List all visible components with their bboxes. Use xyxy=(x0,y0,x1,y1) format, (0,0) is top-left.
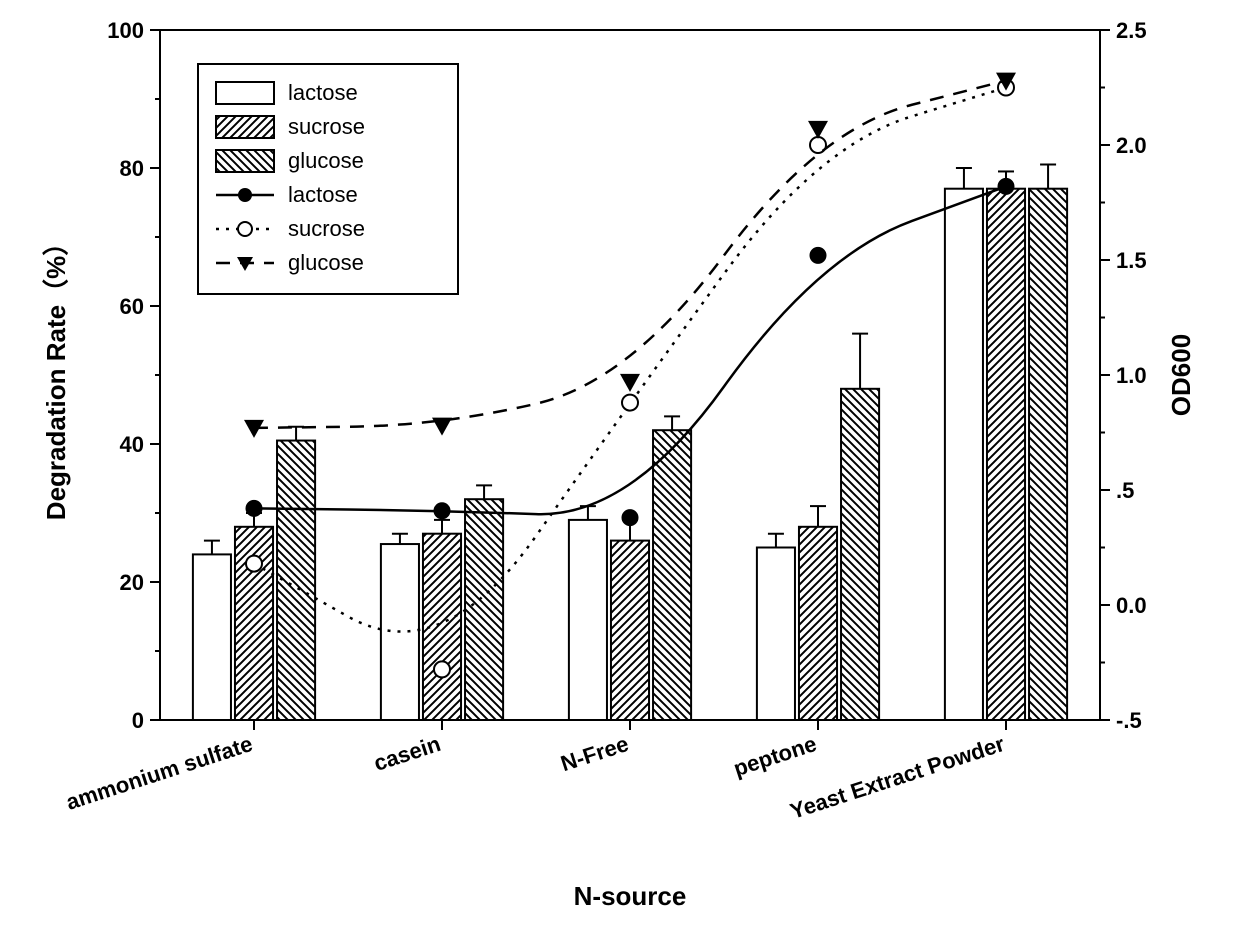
category-label: casein xyxy=(371,731,444,776)
bar-glucose xyxy=(1029,189,1067,720)
svg-text:2.0: 2.0 xyxy=(1116,133,1147,158)
legend-label: sucrose xyxy=(288,114,365,139)
y-right-ticks: -.5 0.0 .5 1.0 1.5 2.0 2.5 xyxy=(1100,18,1147,733)
marker-lactose xyxy=(810,247,826,263)
y-left-axis-title: Degradation Rate（%） xyxy=(41,230,71,520)
bar-sucrose xyxy=(987,189,1025,720)
marker-glucose xyxy=(432,418,452,436)
marker-lactose xyxy=(998,178,1014,194)
svg-text:0: 0 xyxy=(132,708,144,733)
bar-lactose xyxy=(757,548,795,721)
marker-lactose xyxy=(434,503,450,519)
x-ticks xyxy=(254,720,1006,730)
bar-sucrose xyxy=(799,527,837,720)
marker-sucrose xyxy=(434,661,450,677)
svg-text:1.5: 1.5 xyxy=(1116,248,1147,273)
category-label: ammonium sulfate xyxy=(63,731,256,815)
x-axis-title: N-source xyxy=(574,881,687,911)
bar-sucrose xyxy=(611,541,649,720)
svg-text:.5: .5 xyxy=(1116,478,1134,503)
legend-label: glucose xyxy=(288,250,364,275)
marker-glucose xyxy=(620,374,640,392)
bar-lactose xyxy=(569,520,607,720)
svg-text:40: 40 xyxy=(120,432,144,457)
degradation-od600-chart: 0 20 40 60 80 100 -.5 0.0 .5 1.0 1.5 2.0 2.5 ammoni… xyxy=(0,0,1240,948)
legend-label: sucrose xyxy=(288,216,365,241)
bar-lactose xyxy=(945,189,983,720)
svg-text:20: 20 xyxy=(120,570,144,595)
marker-lactose xyxy=(246,500,262,516)
bar-glucose xyxy=(465,499,503,720)
bar-glucose xyxy=(653,430,691,720)
bar-glucose xyxy=(841,389,879,720)
bar-lactose xyxy=(193,554,231,720)
legend: lactose sucrose glucose lactose sucrose gluco… xyxy=(198,64,458,294)
legend-label: glucose xyxy=(288,148,364,173)
svg-text:0.0: 0.0 xyxy=(1116,593,1147,618)
y-left-ticks: 0 20 40 60 80 100 xyxy=(107,18,160,733)
svg-text:-.5: -.5 xyxy=(1116,708,1142,733)
bar-glucose xyxy=(277,441,315,720)
category-label: N-Free xyxy=(558,731,632,776)
category-labels: ammonium sulfate casein N-Free peptoneYeast… xyxy=(63,731,1008,824)
marker-glucose xyxy=(808,121,828,139)
category-label: peptone xyxy=(730,731,819,781)
y-right-axis-title: OD600 xyxy=(1166,334,1196,416)
marker-lactose xyxy=(622,510,638,526)
marker-sucrose xyxy=(246,556,262,572)
svg-text:60: 60 xyxy=(120,294,144,319)
legend-label: lactose xyxy=(288,182,358,207)
svg-text:100: 100 xyxy=(107,18,144,43)
svg-text:2.5: 2.5 xyxy=(1116,18,1147,43)
marker-sucrose xyxy=(622,395,638,411)
legend-label: lactose xyxy=(288,80,358,105)
category-label: Yeast Extract Powder xyxy=(787,731,1008,824)
svg-text:80: 80 xyxy=(120,156,144,181)
svg-text:1.0: 1.0 xyxy=(1116,363,1147,388)
